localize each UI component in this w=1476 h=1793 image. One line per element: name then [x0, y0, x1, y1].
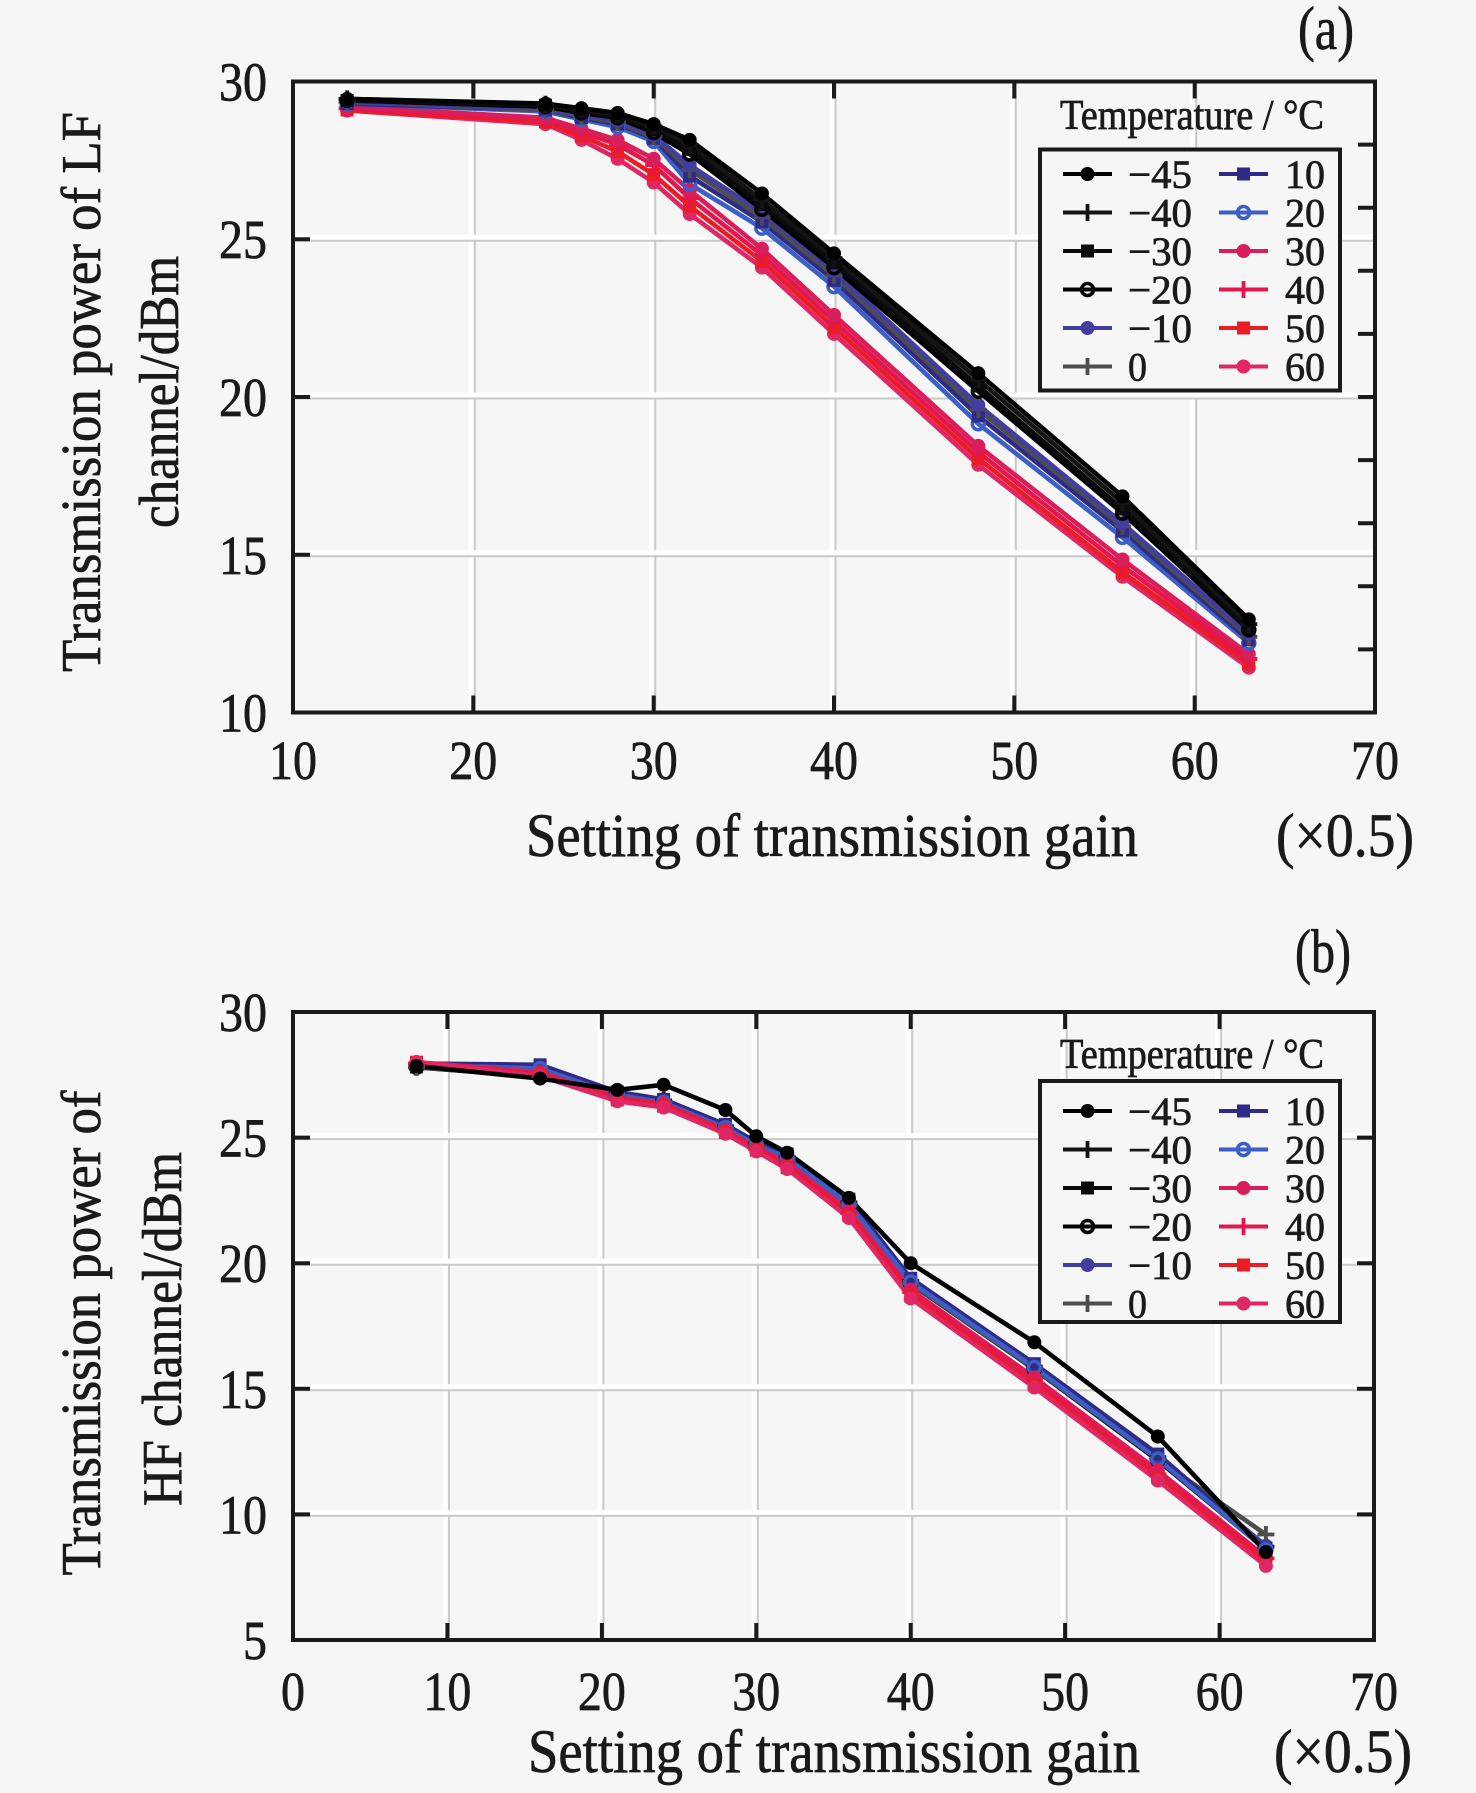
- svg-text:0: 0: [1128, 345, 1147, 390]
- svg-text:−20: −20: [1128, 1205, 1192, 1250]
- svg-text:30: 30: [732, 1661, 780, 1722]
- svg-text:(b): (b): [1295, 919, 1351, 986]
- svg-text:15: 15: [219, 525, 267, 586]
- svg-text:20: 20: [449, 730, 497, 791]
- svg-text:5: 5: [243, 1610, 267, 1671]
- svg-text:Transmission power of: Transmission power of: [51, 1090, 113, 1575]
- svg-text:Transmission power of LF: Transmission power of LF: [51, 112, 113, 672]
- svg-text:50: 50: [990, 730, 1038, 791]
- svg-text:50: 50: [1041, 1661, 1089, 1722]
- svg-text:−20: −20: [1128, 268, 1192, 313]
- svg-text:10: 10: [219, 683, 267, 744]
- svg-text:30: 30: [1285, 1166, 1325, 1211]
- svg-text:70: 70: [1351, 730, 1399, 791]
- svg-text:70: 70: [1350, 1661, 1398, 1722]
- svg-text:−40: −40: [1128, 191, 1192, 236]
- svg-text:20: 20: [1285, 1128, 1325, 1173]
- svg-text:−10: −10: [1128, 1243, 1192, 1288]
- svg-text:60: 60: [1285, 345, 1325, 390]
- svg-text:channel/dBm: channel/dBm: [129, 256, 191, 528]
- svg-text:50: 50: [1285, 306, 1325, 351]
- svg-text:40: 40: [1285, 1205, 1325, 1250]
- svg-text:60: 60: [1196, 1661, 1244, 1722]
- svg-text:HF channel/dBm: HF channel/dBm: [132, 1152, 194, 1506]
- svg-text:40: 40: [887, 1661, 935, 1722]
- svg-text:20: 20: [219, 367, 267, 428]
- svg-text:20: 20: [219, 1233, 267, 1294]
- svg-text:0: 0: [281, 1661, 305, 1722]
- svg-text:30: 30: [219, 52, 267, 113]
- svg-text:60: 60: [1171, 730, 1219, 791]
- svg-text:0: 0: [1128, 1282, 1147, 1327]
- svg-text:10: 10: [1285, 1089, 1325, 1134]
- svg-text:40: 40: [1285, 268, 1325, 313]
- svg-text:10: 10: [423, 1661, 471, 1722]
- svg-text:Setting of transmission gain: Setting of transmission gain: [526, 803, 1138, 870]
- svg-text:(×0.5): (×0.5): [1274, 1719, 1412, 1786]
- svg-text:10: 10: [1285, 152, 1325, 197]
- svg-text:−45: −45: [1128, 1089, 1192, 1134]
- svg-text:60: 60: [1285, 1282, 1325, 1327]
- svg-text:25: 25: [219, 209, 267, 270]
- svg-text:10: 10: [219, 1484, 267, 1545]
- svg-text:−40: −40: [1128, 1128, 1192, 1173]
- svg-text:−30: −30: [1128, 1166, 1192, 1211]
- svg-text:−30: −30: [1128, 229, 1192, 274]
- svg-text:30: 30: [630, 730, 678, 791]
- svg-text:50: 50: [1285, 1243, 1325, 1288]
- svg-text:10: 10: [269, 730, 317, 791]
- svg-text:Setting of transmission gain: Setting of transmission gain: [528, 1719, 1140, 1786]
- svg-text:−10: −10: [1128, 306, 1192, 351]
- svg-text:Temperature / °C: Temperature / °C: [1060, 1032, 1324, 1078]
- svg-text:−45: −45: [1128, 152, 1192, 197]
- svg-text:30: 30: [219, 982, 267, 1043]
- svg-text:(×0.5): (×0.5): [1276, 803, 1414, 870]
- svg-text:40: 40: [810, 730, 858, 791]
- svg-text:Temperature / °C: Temperature / °C: [1060, 93, 1324, 139]
- svg-text:20: 20: [1285, 191, 1325, 236]
- svg-text:15: 15: [219, 1359, 267, 1420]
- svg-text:25: 25: [219, 1108, 267, 1169]
- svg-text:30: 30: [1285, 229, 1325, 274]
- svg-text:(a): (a): [1298, 0, 1354, 63]
- svg-text:20: 20: [578, 1661, 626, 1722]
